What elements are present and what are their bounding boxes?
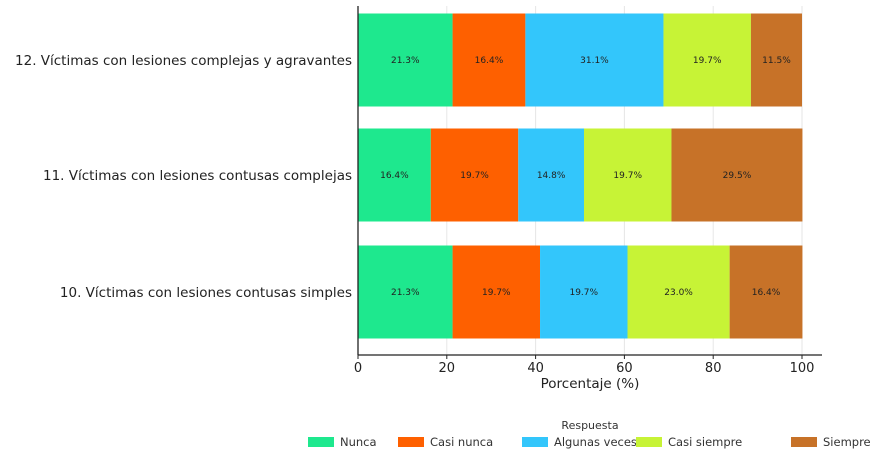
legend-label: Algunas veces <box>554 435 637 449</box>
legend-swatch <box>308 437 334 447</box>
x-tick-label: 20 <box>439 361 456 376</box>
legend-label: Casi siempre <box>668 435 742 449</box>
x-tick-label: 100 <box>790 361 815 376</box>
bar-segment <box>663 13 751 107</box>
bars: 21.3% 16.4% 31.1% 19.7% 11.5% 16.4% 19.7% 14.8%… <box>358 13 803 339</box>
data-label: 21.3% <box>391 56 420 66</box>
legend-title: Respuesta <box>561 419 618 432</box>
bar-segment <box>750 13 802 107</box>
data-label: 21.3% <box>391 288 420 298</box>
bar-segment <box>627 245 730 339</box>
data-label: 11.5% <box>762 56 791 66</box>
data-label: 14.8% <box>537 171 566 181</box>
data-label: 23.0% <box>664 288 693 298</box>
x-tick-label: 60 <box>616 361 633 376</box>
data-label: 19.7% <box>569 288 598 298</box>
bar-segment <box>452 245 541 339</box>
bar-segment <box>358 128 431 222</box>
x-tick-label: 80 <box>705 361 722 376</box>
legend-label: Casi nunca <box>430 435 493 449</box>
bar-segment <box>540 245 628 339</box>
data-label: 29.5% <box>723 171 752 181</box>
bar-segment <box>430 128 519 222</box>
bar-segment <box>358 245 453 339</box>
legend-swatch <box>636 437 662 447</box>
bar-segment <box>518 128 584 222</box>
bar-segment <box>358 13 453 107</box>
data-label: 31.1% <box>580 56 609 66</box>
data-label: 19.7% <box>693 56 722 66</box>
category-label: 12. Víctimas con lesiones complejas y ag… <box>15 53 352 69</box>
x-tick-label: 40 <box>527 361 544 376</box>
bar-segment <box>671 128 803 222</box>
legend-label: Siempre <box>823 435 871 449</box>
data-label: 19.7% <box>482 288 511 298</box>
data-label: 19.7% <box>460 171 489 181</box>
bar-segment <box>525 13 664 107</box>
data-label: 16.4% <box>752 288 781 298</box>
category-label: 10. Víctimas con lesiones contusas simpl… <box>60 285 352 301</box>
legend-swatch <box>522 437 548 447</box>
category-label: 11. Víctimas con lesiones contusas compl… <box>43 168 352 184</box>
bar-segment <box>729 245 803 339</box>
legend-swatch <box>791 437 817 447</box>
x-axis-label: Porcentaje (%) <box>541 376 640 392</box>
legend-swatch <box>398 437 424 447</box>
legend-label: Nunca <box>340 435 377 449</box>
bar-segment <box>583 128 672 222</box>
data-label: 16.4% <box>475 56 504 66</box>
data-label: 16.4% <box>380 171 409 181</box>
legend: Respuesta Nunca Casi nunca Algunas veces Cas… <box>308 419 871 449</box>
x-tick-label: 0 <box>354 361 362 376</box>
axes: 12. Víctimas con lesiones complejas y ag… <box>15 6 822 392</box>
data-label: 19.7% <box>613 171 642 181</box>
bar-segment <box>452 13 526 107</box>
